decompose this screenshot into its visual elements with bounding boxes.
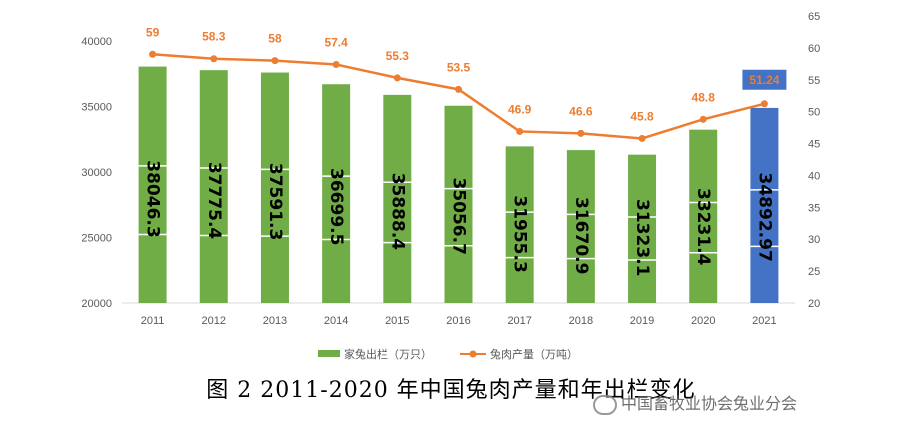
line-value-label: 53.5 <box>447 60 471 74</box>
combo-chart: 20000 25000 30000 35000 40000 20 25 30 35 40 45 50… <box>81 11 820 361</box>
line-value-label: 45.8 <box>630 109 654 123</box>
line-point <box>699 115 707 123</box>
watermark-text: 中国畜牧业协会兔业分会 <box>621 394 798 413</box>
bar-value-label: 35056.7 <box>449 177 469 254</box>
line-point <box>271 57 279 65</box>
bar-value-label: 31670.9 <box>571 197 591 274</box>
line-point <box>455 85 462 93</box>
x-tick-label: 2013 <box>263 315 287 327</box>
bar <box>260 72 289 303</box>
line-labels: 59 58.3 58 57.4 55.3 53.5 46.9 46.6 45.8 48.8 51.2… <box>146 25 787 123</box>
x-tick-label: 2015 <box>385 315 409 327</box>
x-tick-label: 2018 <box>569 315 593 327</box>
line-value-label: 46.9 <box>508 102 532 116</box>
x-tick-label: 2021 <box>752 315 776 327</box>
right-axis: 20 25 30 35 40 45 50 55 60 65 <box>808 11 820 310</box>
right-tick-label: 35 <box>808 202 820 214</box>
bar <box>322 84 351 304</box>
line-point <box>760 100 768 108</box>
line-value-label: 46.6 <box>569 104 593 118</box>
bar <box>689 129 718 303</box>
watermark: 中国畜牧业协会兔业分会 <box>593 390 797 415</box>
right-tick-label: 25 <box>808 266 820 278</box>
line-value-label: 58 <box>268 32 282 46</box>
right-tick-label: 50 <box>808 107 820 119</box>
line-value-label: 48.8 <box>692 90 716 104</box>
line-point <box>210 55 218 63</box>
right-tick-label: 60 <box>808 43 820 55</box>
legend-label-line: 兔肉产量（万吨） <box>490 347 578 361</box>
right-tick-label: 65 <box>808 11 820 23</box>
bar-series <box>138 66 779 304</box>
bar <box>505 146 534 303</box>
left-tick-label: 40000 <box>81 36 112 48</box>
line-point <box>332 60 340 68</box>
line-value-label: 55.3 <box>386 49 410 63</box>
bar <box>138 66 167 303</box>
right-tick-label: 30 <box>808 234 820 246</box>
left-tick-label: 35000 <box>81 102 112 114</box>
x-tick-label: 2012 <box>202 315 226 327</box>
line-value-label: 58.3 <box>202 30 226 44</box>
right-tick-label: 20 <box>808 298 820 310</box>
bar-value-label: 34892.97 <box>754 173 774 262</box>
line-value-label: 59 <box>146 25 160 39</box>
wechat-icon <box>593 394 617 415</box>
bar <box>199 70 228 303</box>
bar-value-label: 36699.5 <box>326 168 346 245</box>
bar <box>750 107 779 303</box>
legend-label-bars: 家兔出栏（万只） <box>344 347 432 361</box>
line-point <box>393 74 401 82</box>
line-value-label: 51.24 <box>749 73 779 87</box>
bar-value-label: 37591.3 <box>265 163 285 240</box>
bar-value-label: 31323.1 <box>632 199 652 276</box>
right-tick-label: 55 <box>808 75 820 87</box>
bar-value-label: 33231.4 <box>693 188 713 266</box>
x-tick-label: 2016 <box>446 315 470 327</box>
left-tick-label: 20000 <box>81 298 112 310</box>
line-series <box>149 50 768 142</box>
line-value-label: 57.4 <box>324 35 348 49</box>
right-tick-label: 45 <box>808 139 820 151</box>
x-tick-label: 2019 <box>630 315 654 327</box>
x-axis: 2011 2012 2013 2014 2015 2016 2017 2018 2019 2020… <box>141 315 777 327</box>
x-tick-label: 2011 <box>141 315 165 327</box>
bar-value-label: 31955.3 <box>510 195 530 272</box>
x-tick-label: 2020 <box>691 315 715 327</box>
right-tick-label: 40 <box>808 170 820 182</box>
line-point <box>516 127 524 135</box>
legend-marker-line <box>469 350 477 358</box>
line-point <box>638 134 646 142</box>
bar-labels: 38046.3 37775.4 37591.3 36699.5 35888.4 35056… <box>143 160 775 276</box>
bar-value-label: 38046.3 <box>143 160 163 237</box>
highlight-label-box <box>742 69 787 90</box>
x-tick-label: 2017 <box>507 315 531 327</box>
bar <box>566 150 595 303</box>
left-tick-label: 30000 <box>81 167 112 179</box>
bar-value-label: 37775.4 <box>204 162 224 240</box>
left-tick-label: 25000 <box>81 233 112 245</box>
bar <box>628 154 657 303</box>
line-point <box>149 50 157 58</box>
legend-swatch-bars <box>318 350 340 357</box>
line-point <box>577 129 585 137</box>
left-axis: 20000 25000 30000 35000 40000 <box>81 36 112 310</box>
x-tick-label: 2014 <box>324 315 348 327</box>
bar <box>383 94 412 303</box>
bar-value-label: 35888.4 <box>387 173 407 251</box>
legend: 家兔出栏（万只） 兔肉产量（万吨） <box>318 347 578 361</box>
bar <box>444 105 473 303</box>
